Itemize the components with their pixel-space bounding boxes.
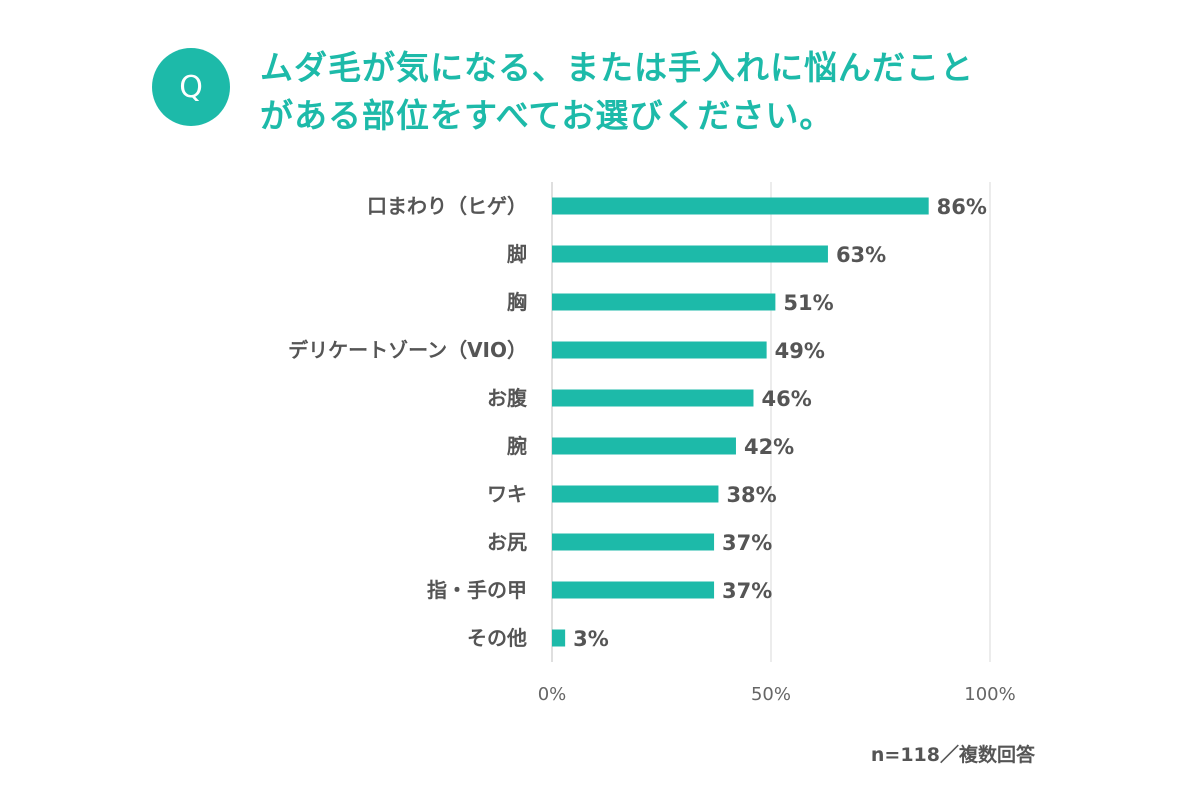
- data-label: 37%: [722, 531, 772, 555]
- bar: [552, 629, 566, 647]
- question-line-2: がある部位をすべてお選びください。: [260, 96, 834, 135]
- bar: [552, 293, 776, 311]
- bar: [552, 341, 767, 359]
- sample-size-note: n=118／複数回答: [870, 744, 1035, 766]
- question-badge: Q: [152, 48, 230, 126]
- data-label: 63%: [836, 243, 886, 267]
- category-label: 口まわり（ヒゲ）: [367, 194, 527, 218]
- bar: [552, 485, 719, 503]
- data-label: 86%: [937, 195, 987, 219]
- x-tick-label: 100%: [964, 684, 1015, 705]
- category-label: その他: [467, 626, 527, 650]
- category-label: 胸: [507, 290, 527, 314]
- bar: [552, 197, 929, 215]
- question-line-1: ムダ毛が気になる、または手入れに悩んだこと: [260, 48, 974, 87]
- data-label: 42%: [744, 435, 794, 459]
- data-label: 46%: [761, 387, 811, 411]
- category-label: ワキ: [487, 482, 527, 506]
- bar: [552, 437, 736, 455]
- question-text: ムダ毛が気になる、または手入れに悩んだこと がある部位をすべてお選びください。: [260, 44, 1120, 140]
- category-label: 腕: [506, 434, 527, 458]
- data-label: 49%: [775, 339, 825, 363]
- category-label: お腹: [487, 386, 528, 410]
- data-label: 37%: [722, 579, 772, 603]
- category-label: 指・手の甲: [427, 578, 527, 602]
- bar: [552, 389, 754, 407]
- category-label: 脚: [507, 242, 527, 266]
- data-label: 38%: [726, 483, 776, 507]
- x-tick-label: 50%: [751, 684, 791, 705]
- x-tick-label: 0%: [538, 684, 567, 705]
- data-label: 51%: [783, 291, 833, 315]
- bar: [552, 245, 828, 263]
- data-label: 3%: [573, 627, 609, 651]
- bar: [552, 581, 715, 599]
- bar: [552, 533, 715, 551]
- category-label: お尻: [487, 530, 527, 554]
- category-label: デリケートゾーン（VIO）: [288, 338, 527, 362]
